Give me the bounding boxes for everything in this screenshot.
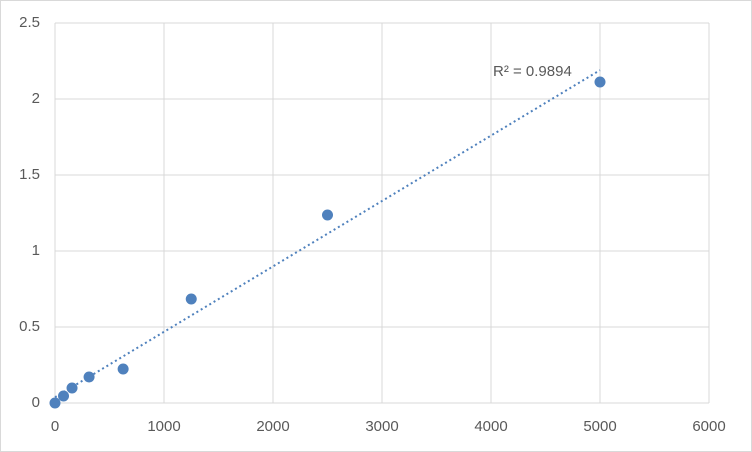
- point: [58, 390, 70, 402]
- y-tick-label: 2.5: [19, 14, 40, 31]
- annotation: R² = 0.9894: [493, 63, 572, 80]
- x-tick-label: 3000: [365, 418, 398, 435]
- x-tick-label: 5000: [583, 418, 616, 435]
- y-tick-label: 1.5: [19, 166, 40, 183]
- x-tick-label: 0: [51, 418, 59, 435]
- point: [66, 382, 78, 394]
- point: [322, 209, 333, 221]
- point: [117, 363, 129, 375]
- y-tick-label: 1: [32, 242, 40, 259]
- y-tick-label: 0.5: [19, 318, 40, 335]
- y-tick-label: 2: [32, 90, 40, 107]
- y-tick-label: 0: [32, 394, 40, 411]
- x-tick-label: 6000: [692, 418, 725, 435]
- point: [83, 371, 95, 383]
- trendline: [54, 69, 601, 399]
- point: [185, 293, 197, 305]
- point: [49, 397, 61, 409]
- x-tick-label: 4000: [474, 418, 507, 435]
- x-tick-label: 1000: [147, 418, 180, 435]
- point: [594, 76, 606, 88]
- x-tick-label: 2000: [256, 418, 289, 435]
